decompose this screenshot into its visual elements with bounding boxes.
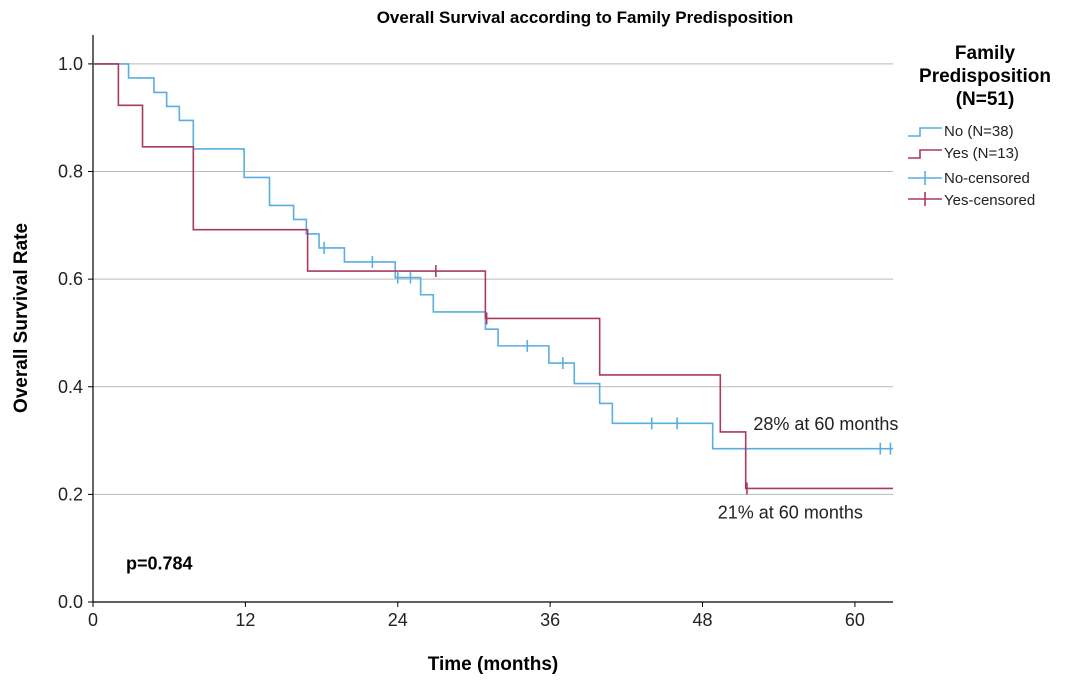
y-axis-label: Overall Survival Rate: [11, 223, 32, 413]
series-line-no: [93, 63, 893, 450]
y-tick-label-4: 0.8: [58, 162, 83, 182]
annotation-no-60-months: 28% at 60 months: [753, 414, 898, 434]
x-tick-label-3: 36: [540, 610, 560, 630]
x-tick-label-4: 48: [693, 610, 713, 630]
legend-swatch-no-censored: [908, 171, 942, 185]
legend-label-yes-censored: Yes-censored: [944, 192, 1035, 209]
legend-label-yes: Yes (N=13): [944, 145, 1019, 162]
legend-title-line-1: Family: [955, 43, 1016, 64]
annotation-yes-60-months: 21% at 60 months: [718, 503, 863, 523]
x-axis-label: Time (months): [428, 654, 559, 675]
legend-swatch-yes: [908, 149, 942, 159]
axes: [92, 35, 893, 603]
gridlines: [93, 63, 893, 495]
legend-label-no-censored: No-censored: [944, 170, 1030, 187]
y-tick-label-1: 0.2: [58, 484, 83, 504]
x-ticks: 0 12 24 36 48 60: [88, 602, 865, 630]
x-tick-label-1: 12: [235, 610, 255, 630]
legend-title-line-3: (N=51): [956, 89, 1015, 110]
legend-swatch-no: [908, 127, 942, 137]
x-tick-label-0: 0: [88, 610, 98, 630]
legend: Family Predisposition (N=51) No (N=38) Y…: [908, 43, 1051, 209]
y-tick-label-0: 0.0: [58, 592, 83, 612]
series-line-yes: [93, 63, 893, 490]
legend-swatch-yes-censored: [908, 192, 942, 206]
y-tick-label-5: 1.0: [58, 54, 83, 74]
censor-marks: [323, 241, 892, 495]
x-tick-label-5: 60: [845, 610, 865, 630]
x-tick-label-2: 24: [388, 610, 408, 630]
p-value-label: p=0.784: [126, 554, 193, 574]
chart-title: Overall Survival according to Family Pre…: [377, 8, 794, 27]
legend-label-no: No (N=38): [944, 123, 1014, 140]
series-group: [93, 63, 893, 490]
y-ticks: 0.0 0.2 0.4 0.6 0.8 1.0: [58, 54, 93, 612]
legend-title-line-2: Predisposition: [919, 66, 1051, 87]
y-tick-label-2: 0.4: [58, 377, 83, 397]
y-tick-label-3: 0.6: [58, 269, 83, 289]
